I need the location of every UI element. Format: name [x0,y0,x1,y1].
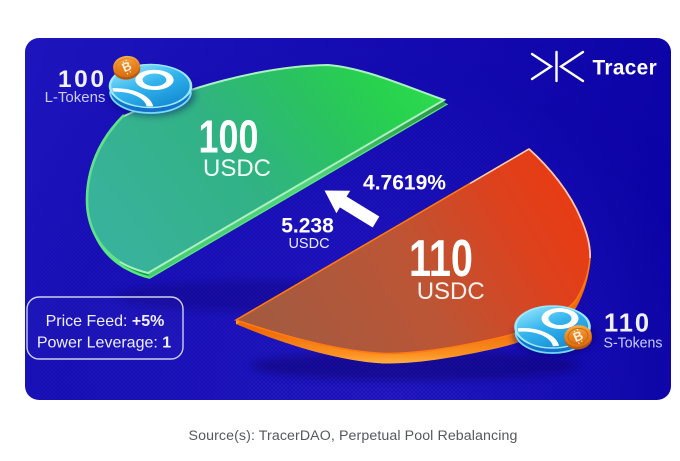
svg-text:110: 110 [409,230,473,288]
svg-text:Price Feed: +5%: Price Feed: +5% [46,313,165,330]
svg-text:USDC: USDC [417,278,485,305]
svg-text:4.7619%: 4.7619% [363,172,446,195]
svg-text:USDC: USDC [203,155,271,182]
svg-text:L-Tokens: L-Tokens [45,89,106,106]
svg-text:5.238: 5.238 [281,215,334,238]
svg-text:100: 100 [58,66,104,93]
svg-text:100: 100 [199,111,259,163]
svg-text:110: 110 [604,310,649,338]
svg-text:S-Tokens: S-Tokens [604,336,663,352]
svg-text:Power Leverage: 1: Power Leverage: 1 [37,335,171,352]
svg-text:USDC: USDC [288,236,329,252]
svg-text:Tracer: Tracer [593,57,658,80]
